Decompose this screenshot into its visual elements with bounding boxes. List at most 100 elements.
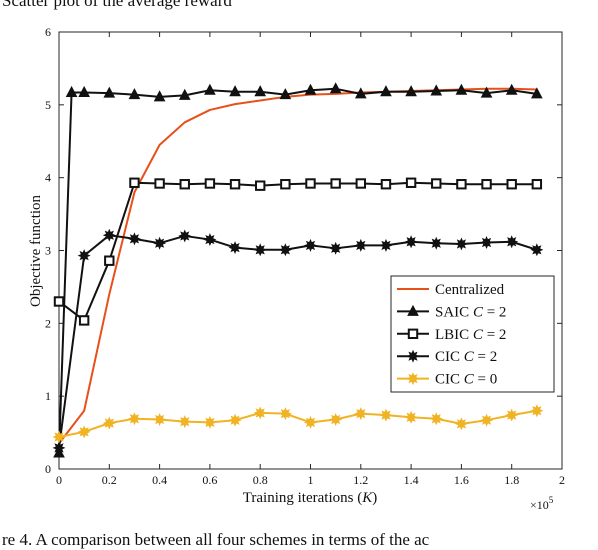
point-cic-c-0 (354, 407, 368, 421)
y-axis-title: Objective function (28, 194, 44, 307)
point-cic-c-0 (102, 416, 116, 430)
x-axis-ticks: 0 0.2 0.4 0.6 0.8 1 1.2 1.4 1.6 1.8 2 (56, 32, 565, 487)
figure-caption: re 4. A comparison between all four sche… (2, 530, 430, 549)
point-lbic-c-2 (78, 315, 90, 326)
y-axis-ticks: 0 1 2 3 4 5 6 (45, 25, 562, 476)
legend-label: CIC C = 2 (435, 349, 497, 365)
x-tick-label: 0.8 (253, 473, 268, 487)
x-tick-label: 1 (308, 473, 314, 487)
point-lbic-c-2 (531, 179, 543, 190)
point-cic-c-2 (178, 229, 192, 243)
point-cic-c-2 (429, 236, 443, 250)
point-cic-c-0 (178, 415, 192, 429)
point-lbic-c-2 (179, 179, 190, 190)
x-tick-label: 2 (559, 473, 565, 487)
point-cic-c-0 (203, 415, 217, 429)
legend-label: LBIC C = 2 (435, 327, 506, 343)
point-lbic-c-2 (330, 178, 341, 189)
point-cic-c-0 (329, 412, 343, 426)
point-lbic-c-2 (405, 177, 417, 188)
point-saic-c-2 (505, 83, 518, 95)
y-tick-label: 2 (45, 316, 51, 330)
point-cic-c-0 (530, 404, 544, 418)
point-saic-c-2 (405, 85, 417, 97)
point-cic-c-2 (530, 243, 544, 257)
series-cic-c-2 (52, 228, 544, 455)
x-tick-label: 1.6 (454, 473, 469, 487)
point-cic-c-2 (354, 238, 368, 252)
point-saic-c-2 (430, 84, 443, 96)
y-tick-label: 3 (45, 244, 51, 258)
x-tick-label: 1.2 (353, 473, 368, 487)
point-cic-c-2 (153, 236, 167, 250)
point-cic-c-2 (228, 241, 242, 255)
x-tick-label: 0 (56, 473, 62, 487)
point-lbic-c-2 (431, 178, 442, 189)
point-saic-c-2 (153, 90, 166, 102)
point-cic-c-0 (379, 408, 393, 422)
point-cic-c-0 (480, 413, 494, 427)
x-axis-exponent: ×105 (530, 495, 554, 512)
point-cic-c-0 (278, 407, 292, 421)
point-cic-c-2 (454, 237, 468, 251)
series-saic-c-2 (53, 82, 543, 458)
point-saic-c-2 (304, 83, 317, 95)
point-lbic-c-2 (104, 255, 115, 266)
x-tick-label: 1.4 (404, 473, 419, 487)
legend-item: SAIC C = 2 (397, 304, 506, 320)
point-cic-c-0 (127, 412, 141, 426)
point-lbic-c-2 (380, 179, 392, 190)
legend-label: CIC C = 0 (435, 372, 497, 388)
point-cic-c-2 (404, 235, 418, 249)
top-caption: Scatter plot of the average reward (2, 0, 232, 10)
x-tick-label: 0.2 (102, 473, 117, 487)
x-axis-title: Training iterations (K) (243, 490, 377, 506)
x-tick-label: 1.8 (504, 473, 519, 487)
point-saic-c-2 (531, 87, 543, 99)
point-lbic-c-2 (255, 180, 266, 191)
point-cic-c-2 (480, 236, 494, 249)
point-saic-c-2 (78, 85, 90, 97)
point-cic-c-2 (379, 238, 393, 252)
point-saic-c-2 (204, 83, 216, 95)
point-saic-c-2 (380, 85, 392, 97)
point-cic-c-0 (153, 412, 167, 426)
legend-item: LBIC C = 2 (397, 327, 506, 343)
point-saic-c-2 (178, 88, 191, 100)
point-lbic-c-2 (229, 179, 241, 190)
x-tick-label: 0.6 (202, 473, 217, 487)
y-tick-label: 4 (45, 171, 51, 185)
point-lbic-c-2 (355, 178, 367, 189)
point-saic-c-2 (279, 88, 292, 100)
y-tick-label: 6 (45, 25, 51, 39)
point-cic-c-2 (77, 249, 91, 263)
point-cic-c-0 (253, 406, 267, 420)
point-cic-c-0 (454, 417, 468, 431)
point-cic-c-0 (304, 415, 317, 429)
point-cic-c-2 (505, 235, 519, 249)
point-saic-c-2 (229, 85, 241, 97)
point-saic-c-2 (354, 87, 367, 99)
point-saic-c-2 (455, 83, 468, 95)
point-cic-c-2 (278, 243, 292, 257)
point-cic-c-2 (304, 238, 317, 252)
legend-item: Centralized (397, 282, 505, 298)
point-cic-c-0 (429, 412, 443, 426)
point-saic-c-2 (329, 82, 342, 94)
series-cic-c-0 (52, 404, 544, 444)
legend-label: Centralized (435, 282, 505, 298)
legend: Centralized SAIC C = 2 LBIC C = 2 CIC C = 2… (390, 275, 555, 393)
y-tick-label: 0 (45, 462, 51, 476)
series-layer (52, 82, 544, 458)
point-cic-c-0 (77, 425, 91, 439)
point-saic-c-2 (480, 86, 493, 98)
point-cic-c-0 (228, 413, 242, 427)
point-saic-c-2 (103, 86, 116, 98)
legend-swatch-marker (406, 349, 420, 363)
point-cic-c-2 (329, 241, 343, 255)
point-lbic-c-2 (506, 179, 517, 190)
legend-item: CIC C = 2 (397, 349, 497, 365)
point-saic-c-2 (65, 85, 78, 97)
point-lbic-c-2 (456, 179, 467, 190)
